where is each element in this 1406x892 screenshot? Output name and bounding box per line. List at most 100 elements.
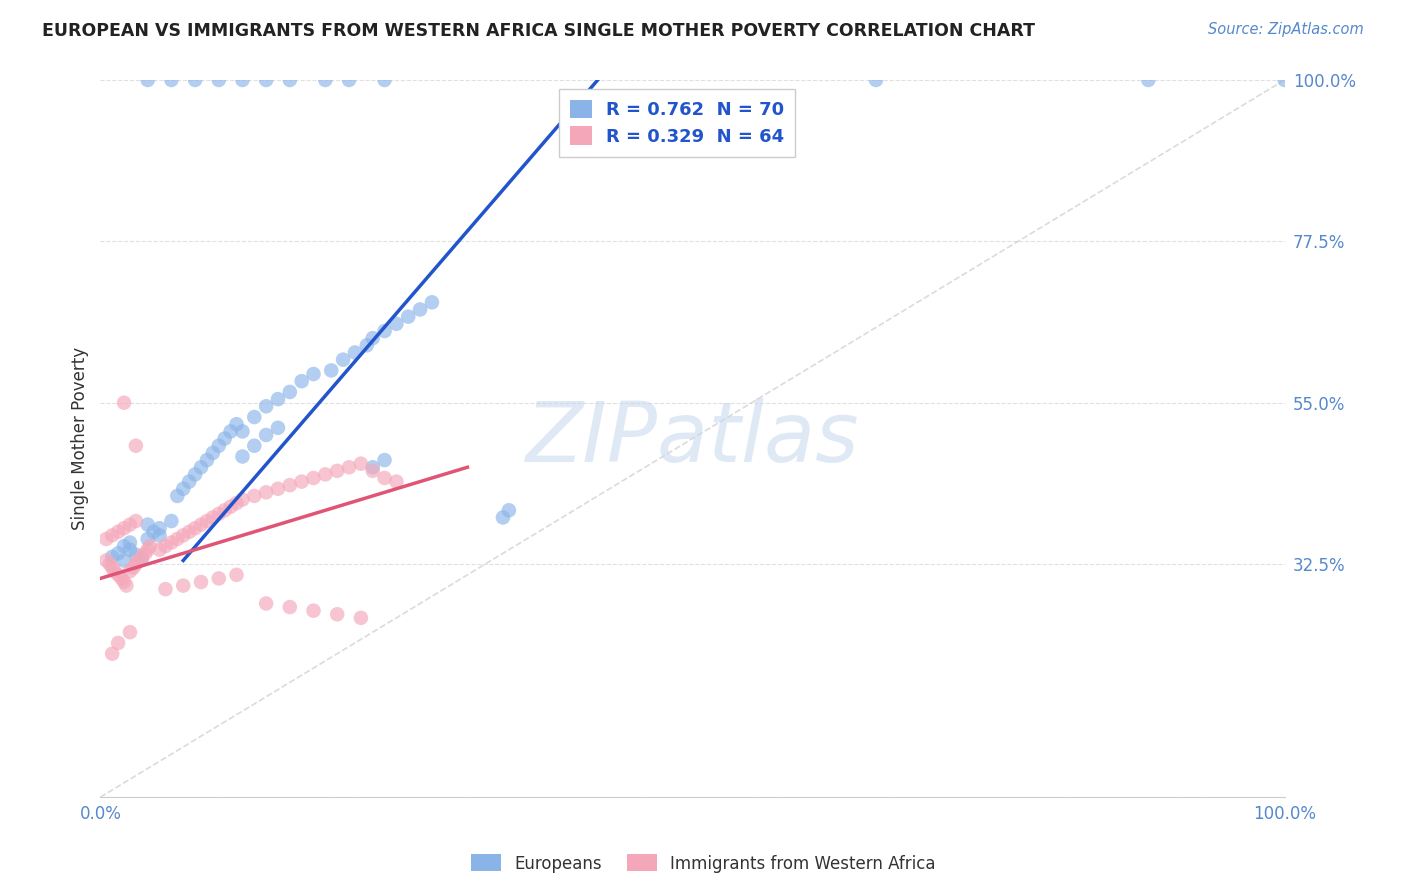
Point	[184, 521, 207, 535]
Point	[190, 460, 212, 475]
Point	[166, 532, 188, 546]
Point	[136, 542, 159, 557]
Point	[254, 428, 277, 442]
Point	[208, 439, 231, 453]
Point	[225, 496, 247, 510]
Point	[160, 514, 183, 528]
Point	[374, 324, 396, 338]
Point	[122, 560, 145, 574]
Point	[96, 553, 118, 567]
Point	[112, 574, 135, 589]
Point	[350, 457, 373, 471]
Point	[103, 564, 125, 578]
Point	[160, 535, 183, 549]
Point	[101, 647, 124, 661]
Point	[179, 524, 201, 539]
Point	[201, 510, 224, 524]
Point	[374, 73, 396, 87]
Point	[125, 557, 148, 571]
Text: ZIPatlas: ZIPatlas	[526, 398, 859, 479]
Point	[136, 517, 159, 532]
Point	[278, 600, 301, 615]
Point	[356, 338, 378, 352]
Point	[243, 439, 266, 453]
Point	[267, 421, 290, 435]
Point	[142, 524, 165, 539]
Point	[112, 521, 135, 535]
Point	[166, 489, 188, 503]
Point	[254, 485, 277, 500]
Text: EUROPEAN VS IMMIGRANTS FROM WESTERN AFRICA SINGLE MOTHER POVERTY CORRELATION CHA: EUROPEAN VS IMMIGRANTS FROM WESTERN AFRI…	[42, 22, 1035, 40]
Point	[118, 542, 141, 557]
Point	[115, 578, 138, 592]
Point	[361, 460, 384, 475]
Point	[321, 363, 343, 377]
Point	[278, 384, 301, 399]
Point	[254, 73, 277, 87]
Point	[118, 535, 141, 549]
Point	[1274, 73, 1296, 87]
Point	[326, 607, 349, 622]
Point	[208, 73, 231, 87]
Point	[361, 464, 384, 478]
Point	[420, 295, 443, 310]
Point	[118, 564, 141, 578]
Point	[190, 574, 212, 589]
Point	[337, 73, 360, 87]
Point	[131, 549, 153, 564]
Point	[112, 395, 135, 409]
Point	[254, 597, 277, 611]
Point	[302, 367, 325, 381]
Point	[148, 542, 170, 557]
Y-axis label: Single Mother Poverty: Single Mother Poverty	[72, 347, 89, 530]
Point	[139, 539, 162, 553]
Point	[155, 582, 177, 597]
Point	[172, 482, 194, 496]
Point	[314, 467, 336, 482]
Point	[385, 475, 408, 489]
Point	[219, 500, 242, 514]
Point	[225, 417, 247, 432]
Legend: Europeans, Immigrants from Western Africa: Europeans, Immigrants from Western Afric…	[464, 847, 942, 880]
Point	[160, 73, 183, 87]
Point	[118, 625, 141, 640]
Point	[374, 453, 396, 467]
Point	[125, 514, 148, 528]
Point	[131, 552, 153, 566]
Point	[148, 528, 170, 542]
Point	[492, 510, 515, 524]
Point	[172, 528, 194, 542]
Point	[195, 514, 218, 528]
Point	[98, 557, 121, 571]
Text: Source: ZipAtlas.com: Source: ZipAtlas.com	[1208, 22, 1364, 37]
Point	[225, 567, 247, 582]
Point	[337, 460, 360, 475]
Point	[278, 478, 301, 492]
Point	[267, 392, 290, 406]
Legend: R = 0.762  N = 70, R = 0.329  N = 64: R = 0.762 N = 70, R = 0.329 N = 64	[560, 89, 796, 157]
Point	[96, 532, 118, 546]
Point	[291, 475, 314, 489]
Point	[112, 553, 135, 567]
Point	[219, 425, 242, 439]
Point	[101, 549, 124, 564]
Point	[385, 317, 408, 331]
Point	[125, 439, 148, 453]
Point	[1137, 73, 1160, 87]
Point	[409, 302, 432, 317]
Point	[350, 611, 373, 625]
Point	[361, 331, 384, 345]
Point	[231, 425, 253, 439]
Point	[179, 475, 201, 489]
Point	[243, 489, 266, 503]
Point	[278, 73, 301, 87]
Point	[243, 410, 266, 425]
Point	[107, 636, 129, 650]
Point	[865, 73, 887, 87]
Point	[184, 73, 207, 87]
Point	[498, 503, 520, 517]
Point	[214, 432, 236, 446]
Point	[201, 446, 224, 460]
Point	[208, 507, 231, 521]
Point	[302, 604, 325, 618]
